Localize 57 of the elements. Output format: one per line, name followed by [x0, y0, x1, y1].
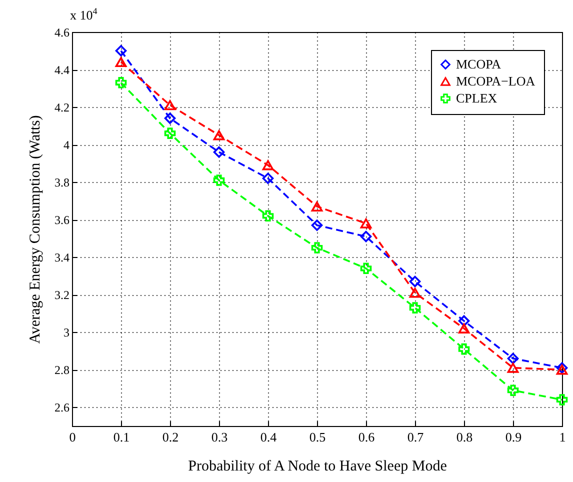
point — [213, 174, 225, 186]
y-tick-label: 3 — [64, 326, 70, 340]
point — [360, 262, 372, 274]
point — [213, 130, 225, 140]
x-axis-title: Probability of A Node to Have Sleep Mode — [188, 458, 448, 474]
point — [409, 288, 421, 298]
point — [262, 160, 274, 170]
y-tick-label: 4.2 — [54, 100, 70, 115]
point — [458, 323, 470, 334]
point — [458, 343, 470, 355]
point — [115, 57, 127, 68]
point — [409, 302, 421, 314]
point — [115, 45, 127, 56]
y-tick-label: 3.8 — [54, 176, 70, 190]
x-tick-label: 0.3 — [211, 430, 228, 444]
x-tick-label: 0.9 — [505, 430, 522, 444]
point — [311, 220, 323, 231]
point — [507, 384, 519, 396]
point — [311, 201, 323, 212]
y-tick-label: 4 — [64, 138, 70, 152]
point — [458, 315, 470, 327]
point — [311, 242, 323, 254]
point — [164, 112, 176, 124]
x-tick-label: 0.8 — [456, 430, 473, 444]
legend-label: MCOPA−LOA — [456, 74, 536, 88]
x-tick-label: 1 — [559, 430, 566, 444]
point — [507, 362, 519, 373]
y-tick-label: 3.4 — [54, 250, 70, 265]
x-tick-label: 0 — [69, 430, 76, 444]
point — [556, 394, 568, 406]
x-tick-label: 0.6 — [358, 430, 376, 444]
point — [262, 210, 274, 222]
x-tick-label: 0.5 — [309, 430, 326, 444]
text: x 10$^{4}$ — [70, 6, 98, 24]
y-tick-label: 2.8 — [54, 363, 70, 378]
y-tick-label: 3.2 — [54, 288, 70, 302]
legend-label: MCOPA — [456, 56, 502, 72]
point — [507, 352, 519, 364]
point — [213, 146, 225, 158]
x-tick-label: 0.4 — [260, 430, 278, 444]
point — [556, 364, 568, 375]
y-tick-label: 3.6 — [54, 213, 70, 228]
x-tick-label: 0.7 — [407, 430, 424, 444]
point — [409, 276, 421, 288]
x-tick-label: 0.1 — [113, 430, 130, 444]
y-tick-label: 2.6 — [54, 400, 70, 415]
point — [360, 218, 372, 228]
point — [164, 100, 176, 110]
point — [360, 230, 372, 242]
point — [115, 77, 127, 88]
point — [164, 128, 176, 139]
legend-label: CPLEX — [456, 90, 498, 106]
x-tick-label: 0.2 — [162, 430, 179, 444]
point — [262, 172, 274, 184]
y-tick-label: 4.6 — [54, 26, 70, 40]
y-axis-title: Average Energy Consumption (Watts) — [28, 115, 44, 344]
y-tick-label: 4.4 — [54, 63, 70, 78]
